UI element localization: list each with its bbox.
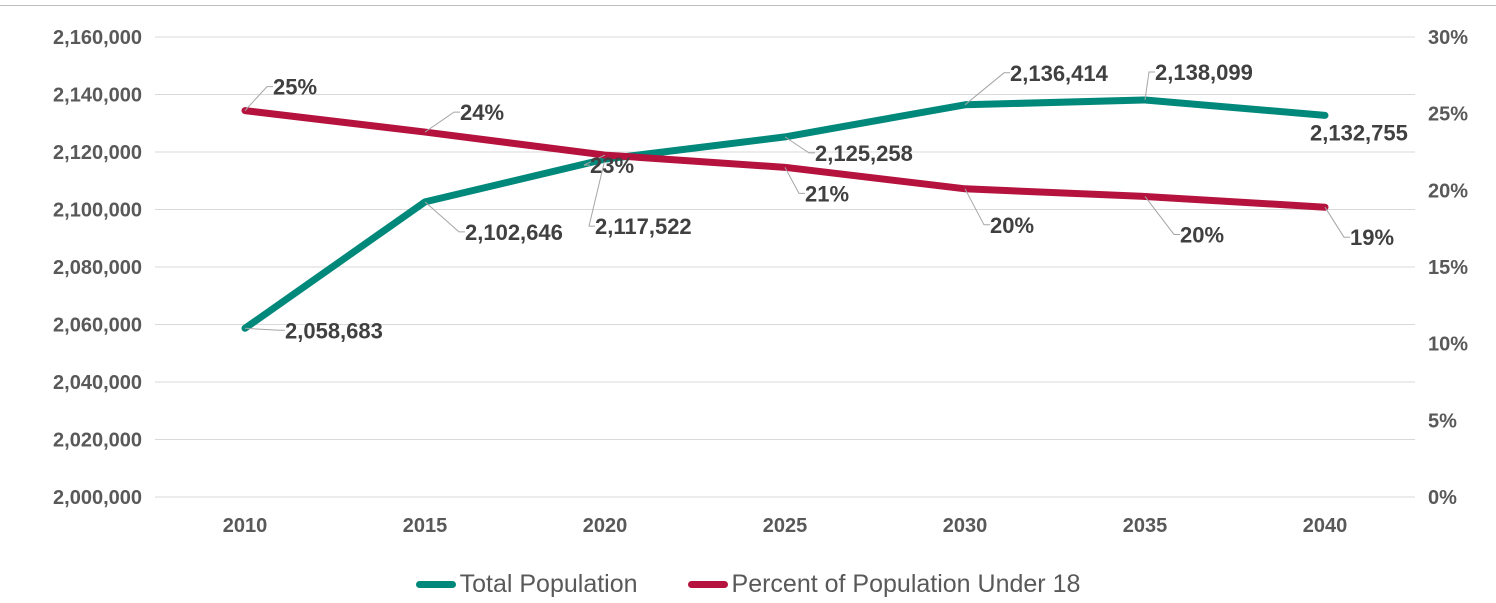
x-axis-tick-label: 2035 xyxy=(1123,515,1168,537)
population-chart: 2,000,000 2,020,000 2,040,000 2,060,000 2,08… xyxy=(53,27,1468,537)
total-population-data-label: 2,102,646 xyxy=(465,220,563,245)
total-population-data-label: 2,136,414 xyxy=(1010,61,1109,86)
total-population-leader-line xyxy=(1144,71,1155,101)
left-axis-ticks: 2,000,000 2,020,000 2,040,000 2,060,000 2,08… xyxy=(53,27,142,509)
right-axis-tick-label: 30% xyxy=(1428,27,1468,49)
legend-label-percent-under-18: Percent of Population Under 18 xyxy=(731,569,1081,598)
right-axis-tick-label: 5% xyxy=(1428,410,1457,432)
percent-under-18-data-label: 20% xyxy=(1180,222,1224,247)
left-axis-tick-label: 2,040,000 xyxy=(53,372,142,394)
legend-label-total-population: Total Population xyxy=(459,569,638,598)
total-population-leader-line xyxy=(244,327,285,331)
legend-swatch-percent-under-18 xyxy=(687,580,728,588)
left-axis-tick-label: 2,160,000 xyxy=(53,27,142,49)
top-border xyxy=(0,5,1496,6)
percent-under-18-data-label: 20% xyxy=(990,213,1034,238)
x-axis-tick-label: 2040 xyxy=(1303,515,1348,537)
legend-swatch-total-population xyxy=(415,580,456,588)
percent-under-18-data-label: 21% xyxy=(805,181,849,206)
percent-under-18-data-label: 25% xyxy=(273,75,317,100)
percent-under-18-data-label: 23% xyxy=(590,153,634,178)
percent-under-18-line xyxy=(241,107,1329,211)
left-axis-tick-label: 2,100,000 xyxy=(53,200,142,222)
total-population-data-label: 2,132,755 xyxy=(1310,120,1408,145)
total-population-line xyxy=(241,96,1329,332)
percent-under-18-leader-line xyxy=(1144,196,1180,235)
legend-item-percent-under-18: Percent of Population Under 18 xyxy=(687,569,1081,599)
x-axis-tick-label: 2020 xyxy=(583,515,628,537)
x-axis-tick-label: 2015 xyxy=(403,515,448,537)
series-lines xyxy=(241,96,1329,332)
percent-under-18-leader-line xyxy=(784,167,805,194)
left-axis-tick-label: 2,080,000 xyxy=(53,257,142,279)
total-population-leader-line xyxy=(964,72,1010,106)
label-leader-lines xyxy=(244,71,1350,331)
right-axis-tick-label: 15% xyxy=(1428,257,1468,279)
right-axis-tick-label: 20% xyxy=(1428,180,1468,202)
legend: Total Population Percent of Population U… xyxy=(0,566,1496,602)
percent-under-18-leader-line xyxy=(583,154,606,166)
percent-under-18-data-label: 24% xyxy=(460,100,504,125)
left-axis-tick-label: 2,020,000 xyxy=(53,430,142,452)
right-axis-tick-label: 0% xyxy=(1428,487,1457,509)
percent-under-18-leader-line xyxy=(424,111,460,133)
percent-under-18-leader-line xyxy=(244,86,273,111)
legend-item-total-population: Total Population xyxy=(415,569,638,599)
data-labels: 2,058,683 2,102,646 2,117,522 2,125,258 2,13… xyxy=(273,60,1408,343)
total-population-leader-line xyxy=(784,136,815,154)
x-axis-ticks: 2010 2015 2020 2025 2030 2035 2040 xyxy=(223,515,1348,537)
x-axis-tick-label: 2030 xyxy=(943,515,988,537)
percent-under-18-leader-line xyxy=(964,188,990,226)
gridlines xyxy=(155,36,1415,498)
total-population-data-label: 2,138,099 xyxy=(1155,60,1253,85)
total-population-data-label: 2,125,258 xyxy=(815,141,913,166)
x-axis-tick-label: 2025 xyxy=(763,515,808,537)
right-axis-tick-label: 25% xyxy=(1428,104,1468,126)
percent-under-18-leader-line xyxy=(1324,206,1350,238)
left-axis-tick-label: 2,140,000 xyxy=(53,85,142,107)
right-axis-tick-label: 10% xyxy=(1428,334,1468,356)
total-population-data-label: 2,058,683 xyxy=(285,318,383,343)
left-axis-tick-label: 2,000,000 xyxy=(53,487,142,509)
total-population-data-label: 2,117,522 xyxy=(595,214,692,239)
left-axis-tick-label: 2,060,000 xyxy=(53,315,142,337)
right-axis-ticks: 0% 5% 10% 15% 20% 25% 30% xyxy=(1428,27,1468,509)
x-axis-tick-label: 2010 xyxy=(223,515,268,537)
total-population-leader-line xyxy=(588,159,606,227)
percent-under-18-data-label: 19% xyxy=(1350,225,1394,250)
total-population-leader-line xyxy=(424,201,465,233)
left-axis-tick-label: 2,120,000 xyxy=(53,142,142,164)
